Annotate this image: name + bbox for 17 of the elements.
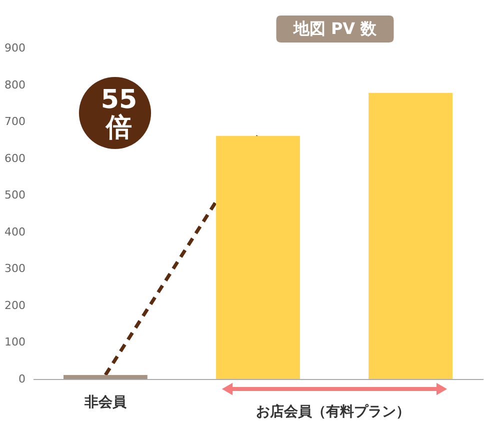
x-tick-label: 非会員 xyxy=(83,394,128,410)
bar xyxy=(216,136,300,379)
y-tick-label: 0 xyxy=(18,372,26,386)
y-tick-label: 400 xyxy=(4,225,26,238)
y-tick-label: 800 xyxy=(4,78,26,92)
y-tick-label: 200 xyxy=(4,298,26,312)
y-tick-label: 500 xyxy=(4,188,26,202)
y-tick-label: 900 xyxy=(4,42,26,54)
y-tick-label: 300 xyxy=(4,262,26,276)
y-tick-label: 700 xyxy=(4,115,26,128)
bar xyxy=(368,92,452,379)
y-tick-label: 100 xyxy=(4,336,26,349)
text: お店会員（有料プラン） xyxy=(256,403,410,420)
y-tick-label: 600 xyxy=(4,152,26,165)
chart-title: 地図 PV 数 xyxy=(292,19,378,38)
bar xyxy=(64,374,148,379)
annotation: 55 倍 xyxy=(100,85,138,143)
